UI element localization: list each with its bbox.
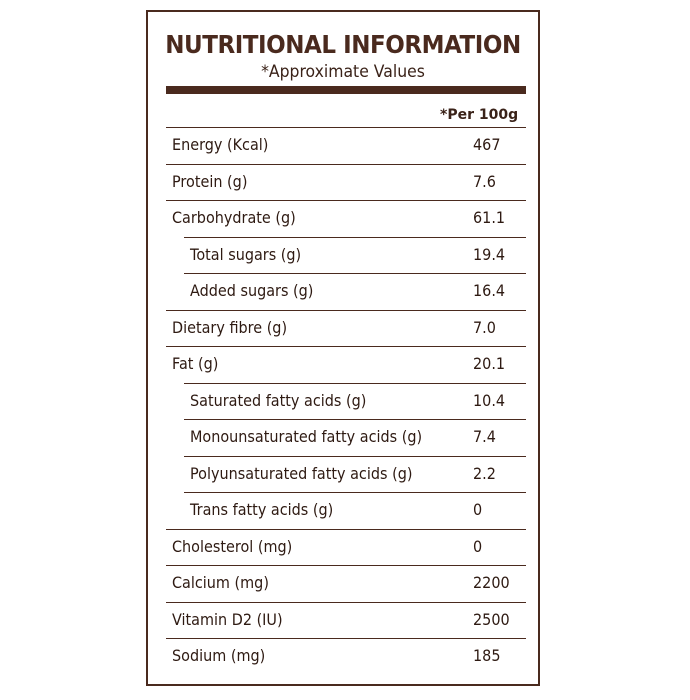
nutrient-row: Trans fatty acids (g) 0 bbox=[184, 492, 526, 529]
nutrient-label: Cholesterol (mg) bbox=[172, 536, 293, 556]
header-divider bbox=[166, 86, 526, 94]
nutrient-value: 7.6 bbox=[473, 171, 496, 191]
nutrient-value: 0 bbox=[473, 500, 483, 519]
nutrient-label: Total sugars (g) bbox=[190, 244, 302, 264]
nutrient-row: Dietary fibre (g) 7.0 bbox=[166, 309, 526, 347]
nutrient-label: Added sugars (g) bbox=[190, 281, 314, 300]
nutrient-label: Sodium (mg) bbox=[172, 646, 266, 665]
nutrition-panel: NUTRITIONAL INFORMATION *Approximate Val… bbox=[146, 10, 540, 686]
nutrient-row: Carbohydrate (g) 61.1 bbox=[166, 200, 526, 237]
nutrient-row: Polyunsaturated fatty acids (g) 2.2 bbox=[184, 455, 526, 493]
nutrient-row: Monounsaturated fatty acids (g) 7.4 bbox=[184, 419, 526, 456]
nutrient-row: Cholesterol (mg) 0 bbox=[166, 528, 526, 566]
nutrient-label: Saturated fatty acids (g) bbox=[190, 390, 367, 410]
nutrient-label: Protein (g) bbox=[172, 171, 248, 191]
nutrient-value: 20.1 bbox=[473, 354, 506, 373]
nutrient-value: 185 bbox=[473, 646, 501, 665]
nutrient-label: Energy (Kcal) bbox=[172, 135, 269, 154]
nutrient-row: Protein (g) 7.6 bbox=[166, 163, 526, 201]
nutrient-value: 7.4 bbox=[473, 427, 496, 446]
nutrient-row: Sodium (mg) 185 bbox=[166, 638, 526, 675]
nutrient-label: Dietary fibre (g) bbox=[172, 317, 288, 337]
panel-title: NUTRITIONAL INFORMATION bbox=[165, 30, 521, 59]
nutrient-label: Calcium (mg) bbox=[172, 573, 269, 592]
nutrient-label: Trans fatty acids (g) bbox=[190, 500, 334, 519]
nutrient-row: Fat (g) 20.1 bbox=[166, 346, 526, 383]
column-header: *Per 100g bbox=[440, 107, 519, 123]
nutrient-value: 61.1 bbox=[473, 208, 506, 227]
nutrient-value: 19.4 bbox=[473, 244, 506, 264]
nutrient-value: 16.4 bbox=[473, 281, 506, 300]
nutrient-row: Total sugars (g) 19.4 bbox=[184, 236, 526, 274]
nutrient-value: 2500 bbox=[473, 609, 510, 629]
nutrient-row: Added sugars (g) 16.4 bbox=[184, 273, 526, 310]
nutrient-value: 467 bbox=[473, 135, 501, 154]
nutrient-value: 2200 bbox=[473, 573, 510, 592]
nutrient-label: Polyunsaturated fatty acids (g) bbox=[190, 463, 413, 483]
nutrient-value: 0 bbox=[473, 536, 483, 556]
nutrient-label: Monounsaturated fatty acids (g) bbox=[190, 427, 423, 446]
nutrient-value: 7.0 bbox=[473, 317, 496, 337]
nutrient-value: 2.2 bbox=[473, 463, 496, 483]
nutrient-row: Calcium (mg) 2200 bbox=[166, 565, 526, 602]
nutrient-row: Saturated fatty acids (g) 10.4 bbox=[184, 382, 526, 420]
nutrient-label: Fat (g) bbox=[172, 354, 219, 373]
nutrient-row: Energy (Kcal) 467 bbox=[166, 127, 526, 164]
nutrient-label: Carbohydrate (g) bbox=[172, 208, 296, 227]
nutrient-value: 10.4 bbox=[473, 390, 506, 410]
nutrient-label: Vitamin D2 (IU) bbox=[172, 609, 283, 629]
panel-subtitle: *Approximate Values bbox=[261, 62, 425, 82]
nutrient-table: Energy (Kcal) 467 Protein (g) 7.6 Carbohydra… bbox=[166, 127, 526, 675]
nutrient-row: Vitamin D2 (IU) 2500 bbox=[166, 601, 526, 639]
